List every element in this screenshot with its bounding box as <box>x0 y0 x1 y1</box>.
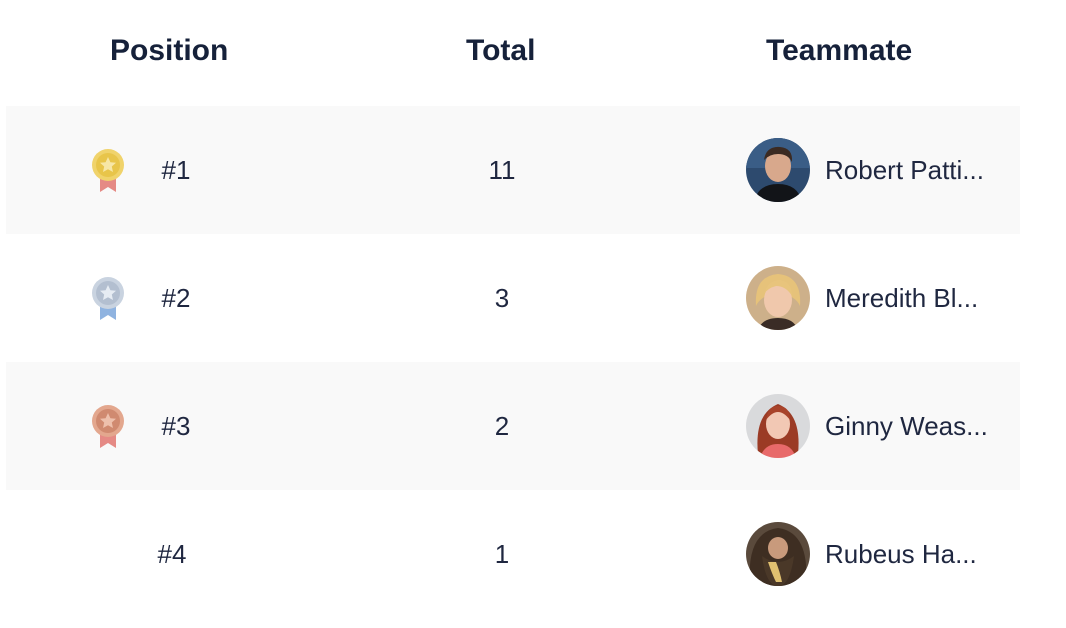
table-row[interactable]: #1 11 Robert Patti... <box>6 106 1020 234</box>
position-rank: #4 <box>157 539 187 569</box>
position-rank: #3 <box>161 411 191 441</box>
avatar[interactable] <box>746 266 810 330</box>
teammate-name[interactable]: Rubeus Ha... <box>825 539 977 569</box>
avatar[interactable] <box>746 522 810 586</box>
table-header: Position Total Teammate <box>6 0 1020 106</box>
total-value: 11 <box>488 155 516 185</box>
total-value: 2 <box>494 411 510 441</box>
silver-medal-icon <box>90 276 126 322</box>
teammate-name[interactable]: Robert Patti... <box>825 155 984 185</box>
leaderboard-table: Position Total Teammate #1 11 Robert Pat… <box>6 0 1020 618</box>
avatar[interactable] <box>746 394 810 458</box>
total-value: 3 <box>494 283 510 313</box>
gold-medal-icon <box>90 148 126 194</box>
position-rank: #2 <box>161 283 191 313</box>
column-header-position[interactable]: Position <box>110 34 229 67</box>
total-value: 1 <box>494 539 510 569</box>
teammate-name[interactable]: Meredith Bl... <box>825 283 979 313</box>
position-rank: #1 <box>161 155 191 185</box>
teammate-name[interactable]: Ginny Weas... <box>825 411 988 441</box>
bronze-medal-icon <box>90 404 126 450</box>
column-header-total[interactable]: Total <box>466 34 536 67</box>
column-header-teammate[interactable]: Teammate <box>766 34 913 67</box>
table-row[interactable]: #3 2 Ginny Weas... <box>6 362 1020 490</box>
table-row[interactable]: #2 3 Meredith Bl... <box>6 234 1020 362</box>
table-row[interactable]: #4 1 Rubeus Ha... <box>6 490 1020 618</box>
avatar[interactable] <box>746 138 810 202</box>
